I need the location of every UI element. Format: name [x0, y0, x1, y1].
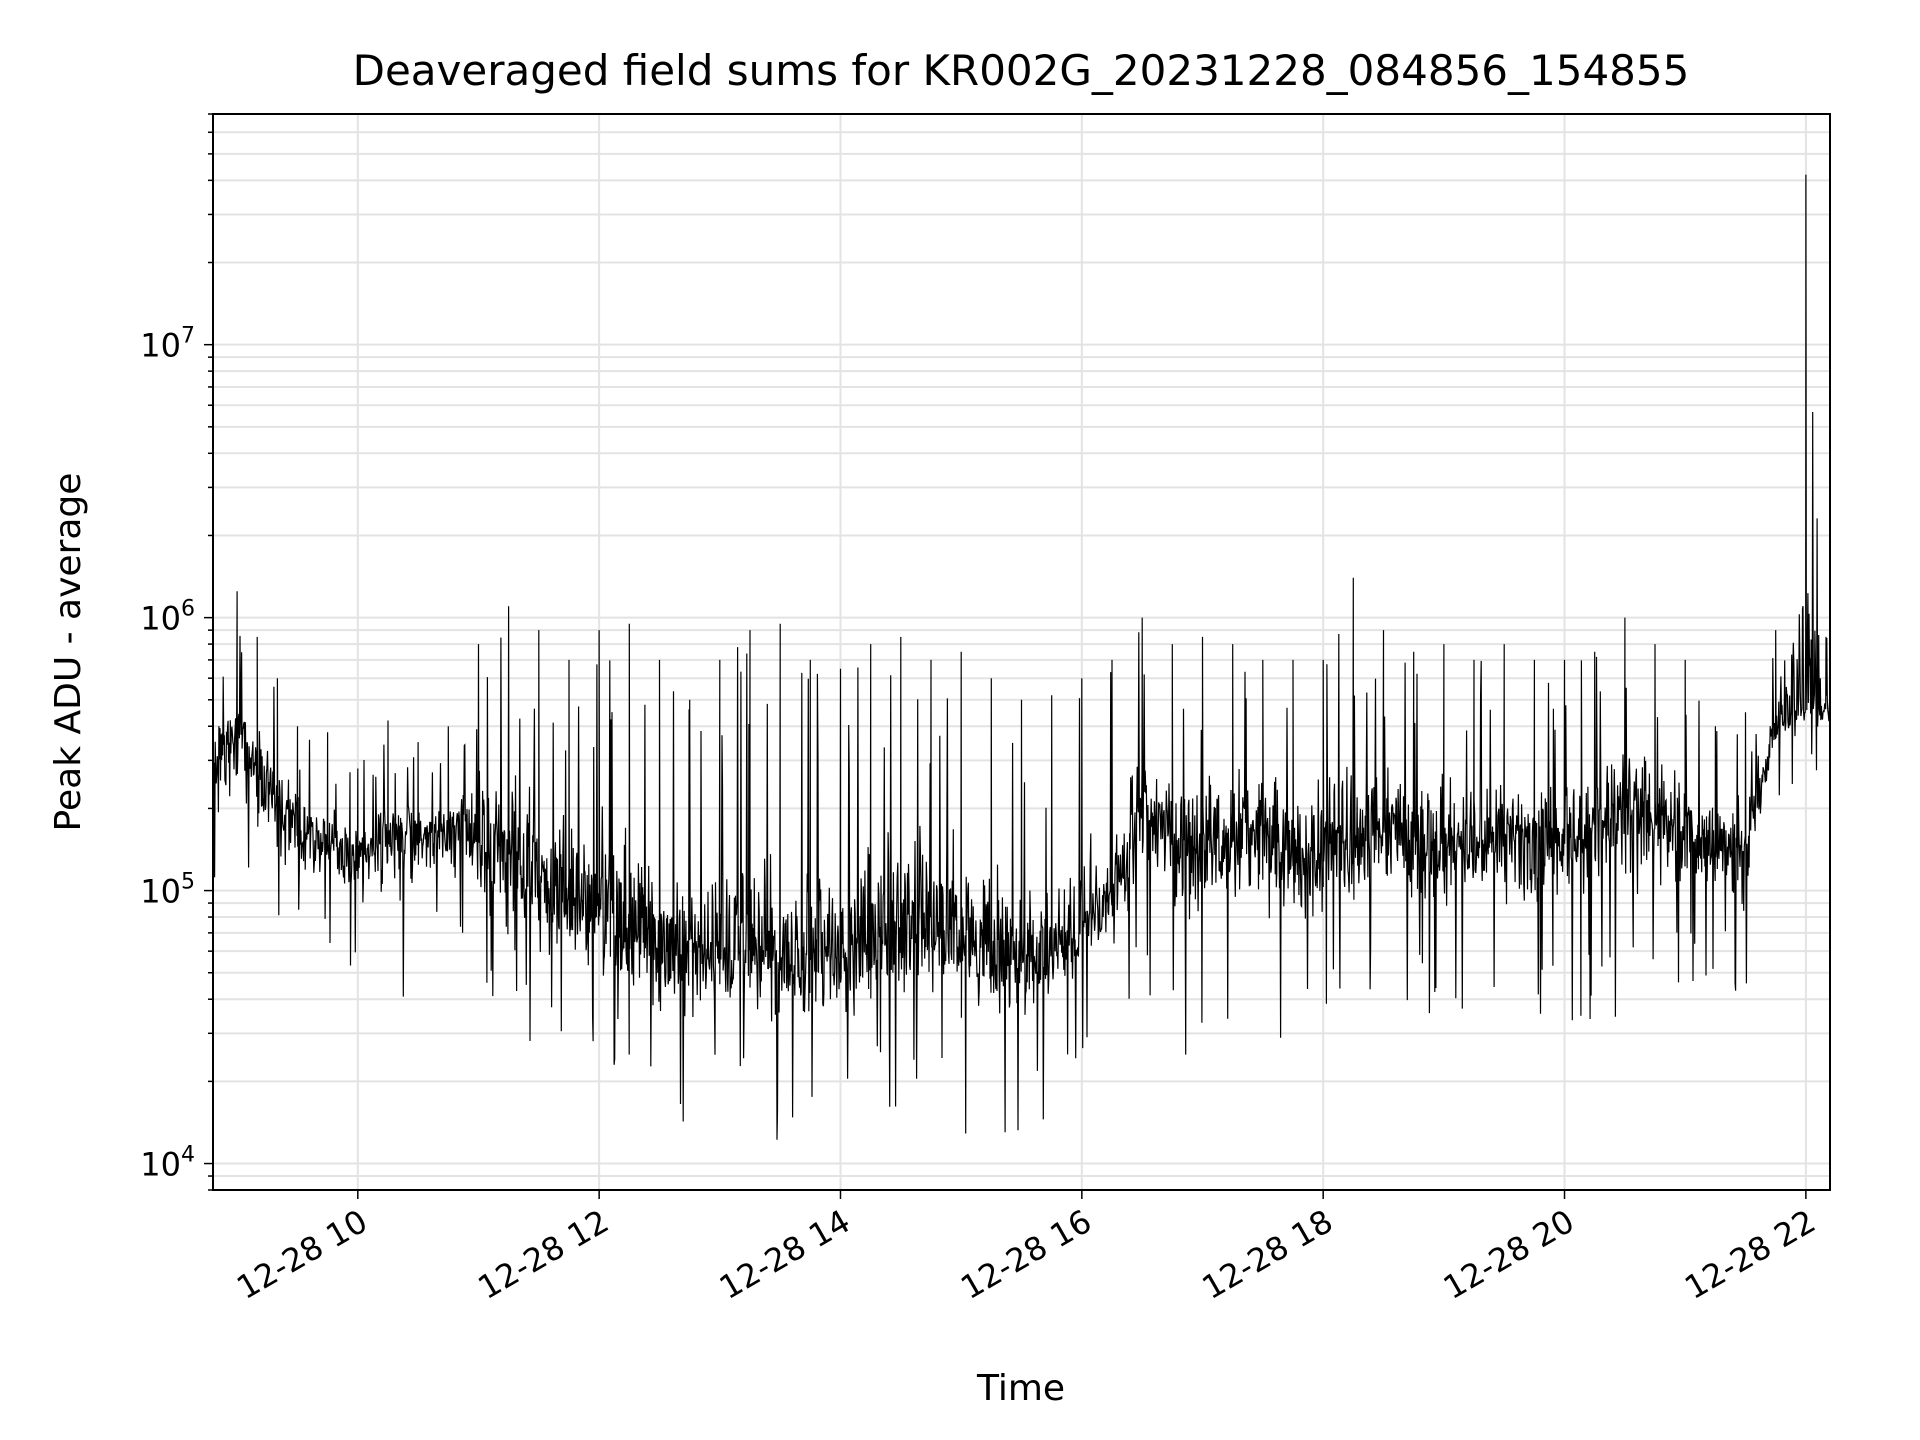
y-tick-base: 10 — [140, 600, 181, 638]
y-tick-label: 104 — [140, 1143, 195, 1184]
data-line-layer — [212, 174, 1831, 1140]
y-tick-base: 10 — [140, 1146, 181, 1184]
y-tick-base: 10 — [140, 327, 181, 365]
x-axis-label: Time — [976, 1368, 1065, 1409]
y-axis-label: Peak ADU - average — [48, 473, 89, 832]
y-tick-exponent: 7 — [181, 324, 195, 349]
chart-title: Deaveraged field sums for KR002G_2023122… — [353, 46, 1690, 95]
y-tick-exponent: 5 — [181, 870, 195, 895]
y-tick-label: 106 — [140, 597, 195, 638]
plot-frame — [212, 113, 1831, 1191]
y-tick-exponent: 4 — [181, 1143, 195, 1168]
series-line-0 — [212, 174, 1831, 1140]
y-tick-label: 105 — [140, 870, 195, 911]
y-tick-label: 107 — [140, 324, 195, 365]
y-tick-base: 10 — [140, 873, 181, 911]
y-tick-exponent: 6 — [181, 597, 195, 622]
